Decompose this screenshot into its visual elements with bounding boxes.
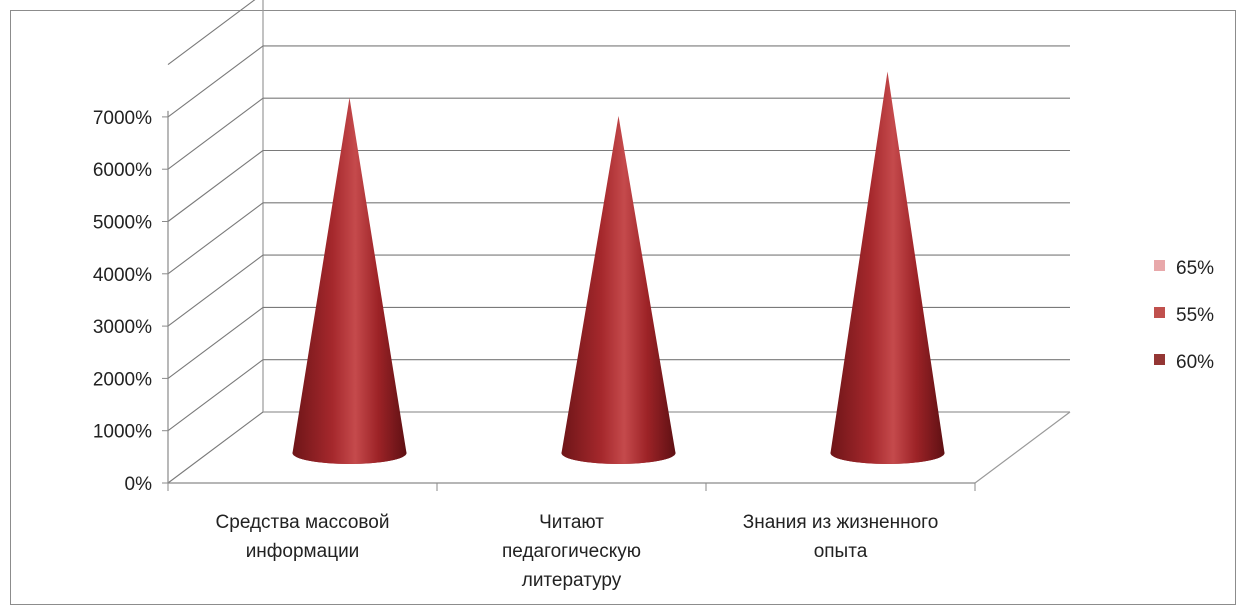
x-tick-label: Средства массовой (216, 512, 390, 533)
x-tick-label: литературу (522, 570, 622, 591)
floor-right-edge (974, 411, 1071, 484)
cone-body (830, 71, 945, 465)
x-tick-label: информации (246, 541, 360, 562)
cone-body (561, 115, 676, 465)
gridline-diagonal (167, 0, 256, 66)
legend: 65% 55% 60% (1154, 258, 1214, 373)
y-tick-label: 3000% (93, 317, 152, 338)
cone (830, 71, 945, 465)
gridline-diagonal (167, 411, 264, 484)
x-tick-label: опыта (814, 541, 868, 562)
axis-layer: 0% 1000% 2000% 3000% 4000% 5000% 6000% 7000% Сре… (93, 108, 976, 591)
gridline-diagonal (167, 97, 264, 170)
y-tick-label: 0% (125, 474, 153, 495)
cone (561, 115, 676, 465)
gridline-diagonal (167, 45, 264, 118)
gridline-diagonal (167, 150, 264, 222)
legend-swatch (1154, 260, 1165, 271)
legend-swatch (1154, 354, 1165, 365)
y-tick-label: 7000% (93, 108, 152, 129)
y-tick-label: 1000% (93, 422, 152, 443)
cone (292, 97, 407, 465)
legend-swatch (1154, 307, 1165, 318)
legend-label: 65% (1176, 258, 1214, 279)
grid-layer (167, 0, 1071, 484)
gridline-diagonal (167, 359, 264, 432)
y-tick-label: 6000% (93, 160, 152, 181)
gridline-diagonal (167, 254, 264, 327)
cone-layer (292, 71, 945, 465)
legend-label: 60% (1176, 352, 1214, 373)
gridline-diagonal (167, 306, 264, 379)
legend-label: 55% (1176, 305, 1214, 326)
y-tick-label: 4000% (93, 265, 152, 286)
cone-body (292, 97, 407, 465)
y-tick-label: 5000% (93, 213, 152, 234)
x-tick-label: Знания из жизненного (743, 512, 939, 533)
gridline-diagonal (167, 202, 264, 275)
y-tick-label: 2000% (93, 369, 152, 390)
x-tick-label: педагогическую (502, 541, 641, 562)
x-tick-label: Читают (539, 512, 604, 533)
